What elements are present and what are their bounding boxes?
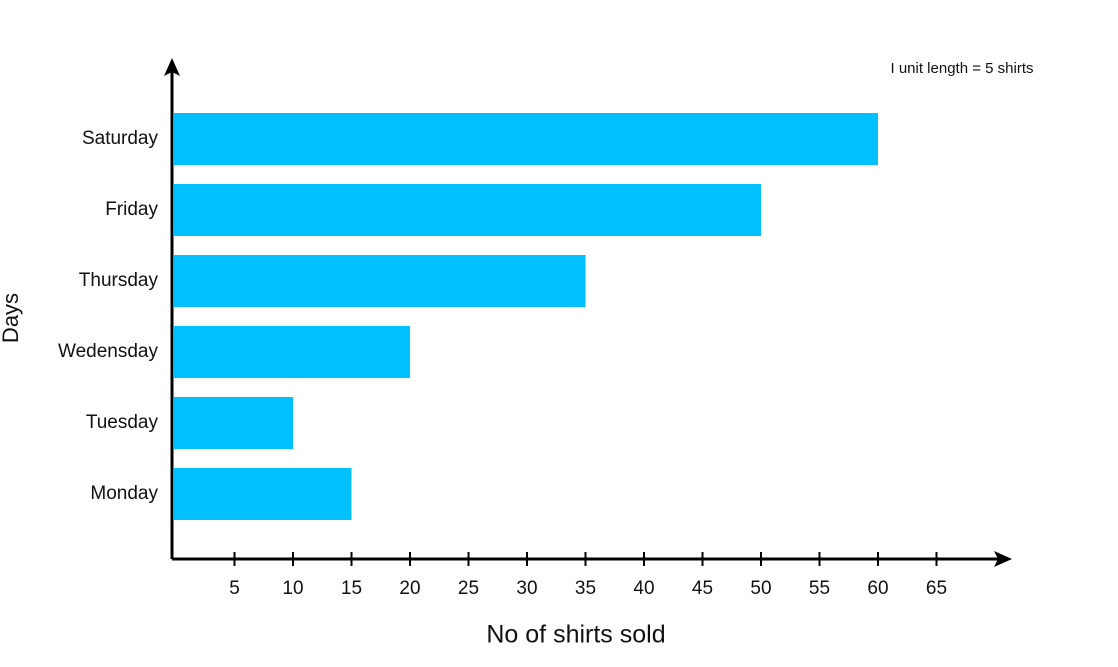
y-tick-label: Tuesday (86, 412, 159, 433)
x-tick-label: 50 (750, 578, 771, 599)
x-tick-label: 45 (692, 578, 713, 599)
x-axis-label: No of shirts sold (486, 621, 665, 649)
bar (174, 255, 586, 307)
x-tick-label: 35 (575, 578, 596, 599)
x-tick-label: 5 (229, 578, 240, 599)
x-tick-label: 15 (341, 578, 362, 599)
annotation: I unit length = 5 shirts (891, 60, 1034, 77)
x-tick-label: 10 (282, 578, 303, 599)
x-tick-label: 40 (633, 578, 654, 599)
y-tick-label: Monday (90, 483, 158, 504)
x-tick-label: 60 (867, 578, 888, 599)
bar (174, 397, 293, 449)
x-tick-label: 55 (809, 578, 830, 599)
y-tick-label: Wedensday (58, 341, 158, 362)
bar (174, 326, 410, 378)
y-axis-label: Days (0, 293, 23, 343)
x-tick-label: 30 (516, 578, 537, 599)
bar (174, 184, 761, 236)
y-tick-label: Saturday (82, 128, 159, 149)
x-axis-arrow (994, 551, 1012, 567)
y-tick-label: Thursday (79, 270, 159, 291)
x-tick-label: 20 (399, 578, 420, 599)
x-tick-label: 25 (458, 578, 479, 599)
x-tick-label: 65 (926, 578, 947, 599)
bar (174, 468, 352, 520)
y-tick-label: Friday (105, 199, 158, 220)
y-axis-arrow (164, 58, 180, 76)
bar (174, 113, 878, 165)
